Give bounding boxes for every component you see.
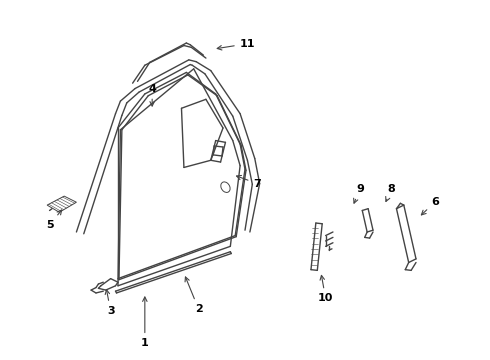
Text: 2: 2: [185, 277, 202, 314]
Text: 7: 7: [237, 175, 261, 189]
Text: 8: 8: [386, 184, 395, 202]
Text: 11: 11: [217, 39, 255, 50]
Text: 6: 6: [421, 197, 440, 215]
Text: 3: 3: [105, 290, 115, 316]
Text: 1: 1: [141, 297, 148, 348]
Text: 5: 5: [46, 210, 62, 230]
Text: 4: 4: [148, 84, 156, 106]
Text: 9: 9: [354, 184, 364, 203]
Text: 10: 10: [318, 275, 333, 303]
